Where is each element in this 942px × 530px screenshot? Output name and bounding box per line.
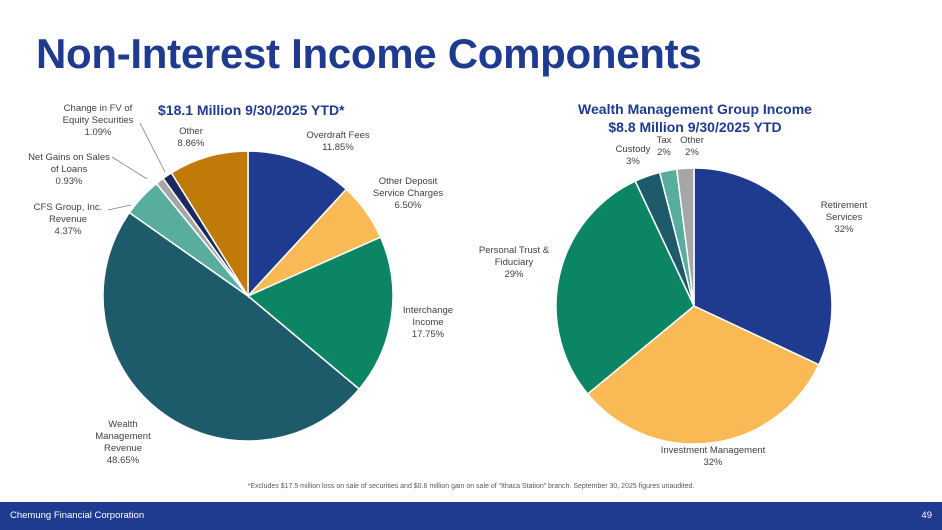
leader-lines	[107, 122, 166, 211]
left-slice-cfs-group-inc-revenue-label-line: Revenue	[49, 214, 87, 225]
left-slice-other-deposit-service-charges-label-line: Other Deposit	[379, 176, 438, 187]
left-slice-interchange-income-label: Interchange Income 17.75%	[403, 305, 453, 340]
left-slice-wealth-management-revenue-label-line: Management	[95, 431, 151, 442]
left-slice-cfs-group-inc-revenue-label-line: 4.37%	[55, 226, 82, 237]
left-slice-other-deposit-service-charges-label-line: Service Charges	[373, 188, 443, 199]
left-slice-interchange-income-label-line: Income	[412, 317, 443, 328]
right-slice-retirement-services-label-line: 32%	[834, 224, 854, 235]
left-slice-wealth-management-revenue-label: Wealth Management Revenue 48.65%	[95, 419, 151, 466]
left-chart-title: $18.1 Million 9/30/2025 YTD*	[158, 102, 345, 118]
left-slice-other-deposit-service-charges-label: Other Deposit Service Charges 6.50%	[373, 176, 443, 211]
footer-bar: Chemung Financial Corporation 49	[0, 502, 942, 530]
right-slice-personal-trust-fiduciary-label: Personal Trust & Fiduciary 29%	[479, 245, 550, 280]
left-slice-other-label-line: Other	[179, 126, 203, 137]
left-slice-wealth-management-revenue-label-line: 48.65%	[107, 455, 140, 466]
left-slice-net-gains-on-sales-of-loans-label-line: Net Gains on Sales	[28, 152, 110, 163]
right-chart-title: Wealth Management Group Income $8.8 Mill…	[560, 100, 830, 136]
left-slice-interchange-income-label-line: Interchange	[403, 305, 453, 316]
left-slice-change-in-fv-of-equity-securities-label-line: Change in FV of	[64, 103, 133, 114]
left-slice-wealth-management-revenue-label-line: Wealth	[108, 419, 137, 430]
right-slice-retirement-services	[693, 167, 833, 366]
left-slice-overdraft-fees-label: Overdraft Fees 11.85%	[306, 130, 370, 153]
wealth-management-pie	[555, 167, 833, 445]
right-slice-personal-trust-fiduciary-label-line: 29%	[504, 269, 524, 280]
right-chart-title-line-1: Wealth Management Group Income	[578, 101, 812, 117]
right-slice-other-label-line: Other	[680, 135, 704, 146]
left-slice-net-gains-on-sales-of-loans-label: Net Gains on Sales of Loans 0.93%	[28, 152, 110, 187]
page-title: Non-Interest Income Components	[36, 30, 702, 77]
right-slice-custody-label-line: 3%	[626, 156, 640, 167]
left-slice-wealth-management-revenue-label-line: Revenue	[104, 443, 142, 454]
right-slice-investment-management-label-line: 32%	[703, 457, 723, 468]
right-slice-investment-management	[586, 305, 820, 445]
right-slice-other	[675, 167, 695, 307]
left-slice-cfs-group-inc-revenue-leader-line	[107, 204, 132, 211]
left-slice-other-label: Other 8.86%	[178, 126, 205, 149]
left-slice-cfs-group-inc-revenue-label: CFS Group, Inc. Revenue 4.37%	[34, 202, 103, 237]
slice-labels: Overdraft Fees 11.85%Other Deposit Service…	[28, 103, 868, 468]
right-slice-tax-label-line: 2%	[657, 147, 671, 158]
charts-canvas: Overdraft Fees 11.85%Other Deposit Service…	[28, 103, 868, 468]
right-slice-custody-label: Custody 3%	[616, 144, 651, 167]
left-slice-overdraft-fees	[247, 150, 348, 298]
left-slice-change-in-fv-of-equity-securities-label-line: Equity Securities	[63, 115, 134, 126]
left-slice-cfs-group-inc-revenue-label-line: CFS Group, Inc.	[34, 202, 103, 213]
right-slice-personal-trust-fiduciary-label-line: Fiduciary	[495, 257, 534, 268]
page-number: 49	[921, 510, 932, 521]
left-slice-change-in-fv-of-equity-securities-leader-line	[139, 122, 166, 173]
left-slice-change-in-fv-of-equity-securities-label-line: 1.09%	[85, 127, 112, 138]
right-slice-personal-trust-fiduciary-label-line: Personal Trust &	[479, 245, 550, 256]
right-slice-retirement-services-label-line: Retirement	[821, 200, 868, 211]
right-slice-other-label: Other 2%	[680, 135, 704, 158]
left-slice-interchange-income-label-line: 17.75%	[412, 329, 445, 340]
left-slice-interchange-income	[246, 236, 394, 391]
right-slice-retirement-services-label: Retirement Services 32%	[821, 200, 868, 235]
left-slice-other	[170, 150, 249, 299]
left-slice-other-label-line: 8.86%	[178, 138, 205, 149]
right-slice-custody-label-line: Custody	[616, 144, 651, 155]
non-interest-income-pie	[102, 150, 394, 442]
footer-company: Chemung Financial Corporation	[10, 510, 145, 521]
right-slice-investment-management-label: Investment Management 32%	[661, 445, 766, 468]
right-slice-tax-label: Tax 2%	[657, 135, 672, 158]
right-slice-tax-label-line: Tax	[657, 135, 672, 146]
right-slice-investment-management-label-line: Investment Management	[661, 445, 766, 456]
left-slice-net-gains-on-sales-of-loans-label-line: of Loans	[51, 164, 88, 175]
right-slice-other-label-line: 2%	[685, 147, 699, 158]
left-slice-overdraft-fees-label-line: Overdraft Fees	[306, 130, 370, 141]
left-slice-wealth-management-revenue	[102, 211, 361, 442]
left-slice-change-in-fv-of-equity-securities-label: Change in FV of Equity Securities 1.09%	[63, 103, 134, 138]
left-slice-net-gains-on-sales-of-loans-leader-line	[111, 156, 148, 180]
left-slice-other-deposit-service-charges-label-line: 6.50%	[395, 200, 422, 211]
right-slice-retirement-services-label-line: Services	[826, 212, 863, 223]
left-slice-overdraft-fees-label-line: 11.85%	[322, 142, 354, 153]
footnote: *Excludes $17.5 million loss on sale of …	[247, 483, 695, 490]
right-chart-title-line-2: $8.8 Million 9/30/2025 YTD	[608, 119, 782, 135]
left-slice-net-gains-on-sales-of-loans-label-line: 0.93%	[56, 176, 83, 187]
